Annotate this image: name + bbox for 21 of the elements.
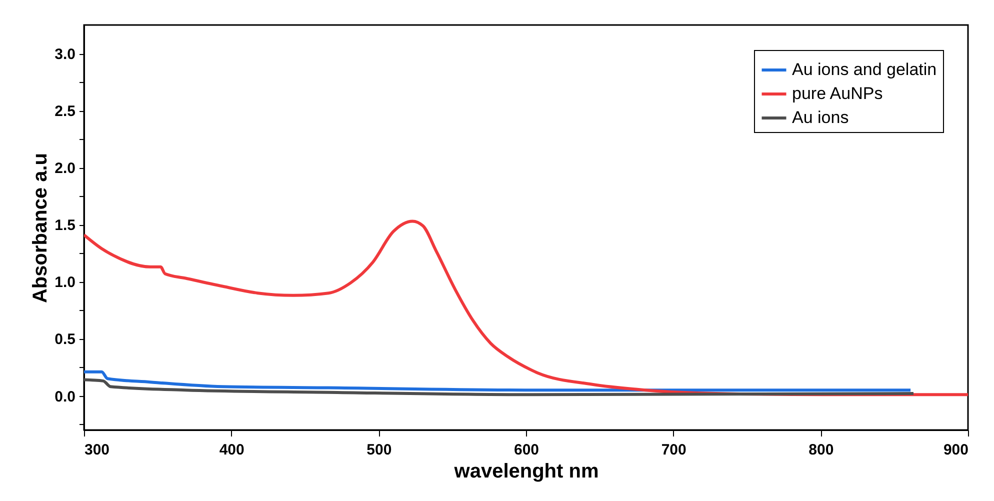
x-tick-label: 900: [943, 442, 968, 458]
x-tick-label: 300: [84, 442, 110, 458]
y-axis-title: Absorbance a.u: [30, 152, 52, 304]
x-tick-label: 500: [366, 442, 392, 458]
legend-label: Au ions: [792, 108, 849, 127]
y-tick-label: 3.0: [54, 46, 76, 64]
x-tick-label: 400: [219, 442, 244, 458]
y-tick-label: 2.5: [54, 103, 76, 120]
x-tick-label: 700: [661, 442, 686, 458]
y-tick-label: 1.5: [54, 217, 76, 234]
x-tick-label: 800: [808, 442, 834, 458]
x-tick-label: 600: [514, 442, 540, 458]
y-tick-label: 0.0: [54, 388, 76, 406]
y-tick-label: 2.0: [54, 160, 76, 178]
x-axis-title: wavelenght nm: [453, 460, 599, 482]
line-series: [84, 378, 915, 396]
legend-label: pure AuNPs: [792, 84, 883, 103]
y-tick-label: 1.0: [54, 274, 76, 292]
line-series: [84, 370, 912, 392]
legend-label: Au ions and gelatin: [792, 60, 937, 79]
y-tick-label: 0.5: [54, 331, 76, 348]
